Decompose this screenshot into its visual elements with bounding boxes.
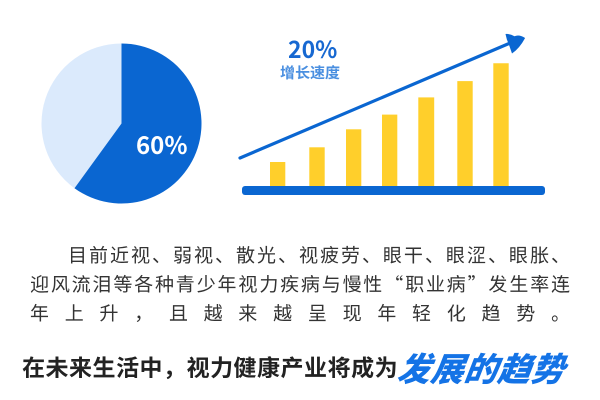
svg-text:增长速度: 增长速度	[280, 62, 340, 83]
svg-text:60%: 60%	[136, 126, 187, 161]
svg-text:20%: 20%	[288, 31, 337, 65]
